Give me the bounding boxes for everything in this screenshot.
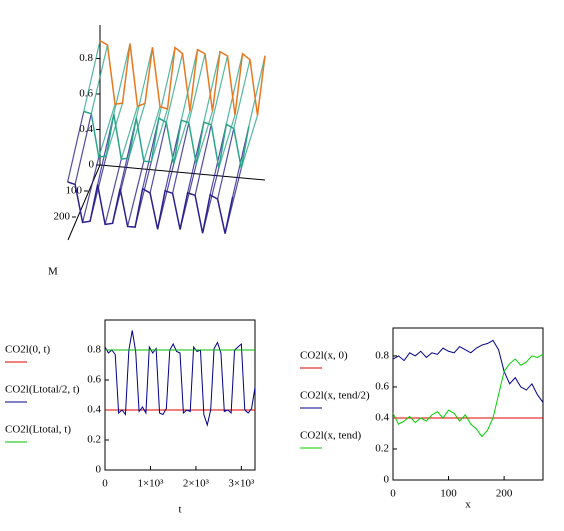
surface-mesh	[225, 53, 244, 125]
x-axis-label: t	[178, 504, 181, 516]
surface-mesh	[165, 53, 184, 123]
surface-row	[83, 110, 250, 169]
surface-mesh	[210, 55, 229, 125]
y-tick-label: 0.2	[87, 434, 101, 446]
legend-entry: CO2l(x, tend)	[300, 430, 361, 442]
surface-mesh	[149, 122, 167, 194]
surface-mesh	[98, 104, 116, 158]
surface-mesh	[240, 115, 259, 169]
legend-entry: CO2l(Ltotal/2, t)	[5, 384, 80, 396]
surface-mesh	[188, 53, 206, 123]
y-tick-label: 0	[96, 464, 102, 476]
surface-mesh	[172, 122, 190, 194]
surface-mesh	[248, 55, 266, 127]
x-tick-label: 1×10³	[137, 478, 164, 490]
series-line	[104, 330, 256, 427]
surface-row	[67, 181, 234, 234]
surface-mesh	[203, 51, 221, 123]
x-tick-label: 3×10³	[228, 478, 255, 490]
z-tick-label: 0.8	[79, 52, 93, 64]
legend-entry: CO2l(x, tend/2)	[300, 390, 370, 402]
y-tick-label: 0.4	[375, 411, 389, 423]
x-axis-label: x	[465, 499, 471, 511]
y-tick-label: 0.8	[375, 349, 389, 361]
series-line	[392, 339, 544, 403]
y-tick-label: 0.4	[87, 404, 101, 416]
surface-mesh	[120, 106, 139, 160]
legend-entry: CO2l(0, t)	[5, 344, 51, 356]
axis-3d-depth	[67, 164, 101, 241]
surface-mesh	[218, 114, 236, 169]
series-line	[392, 353, 544, 438]
surface-mesh	[105, 102, 124, 157]
surface-mesh	[173, 110, 191, 165]
surface-mesh	[217, 128, 235, 200]
x-tick-label: 0	[390, 488, 396, 500]
legend-entry: CO2l(Ltotal, t)	[5, 424, 71, 436]
depth-tick-label: 100	[66, 185, 83, 197]
surface-mesh	[150, 108, 169, 163]
surface-mesh	[113, 43, 131, 115]
surface-mesh	[128, 103, 146, 159]
x-tick-label: 2×10³	[183, 478, 210, 490]
surface-mesh	[127, 161, 145, 227]
legend-entry: CO2l(x, 0)	[300, 350, 348, 362]
x-tick-label: 200	[496, 488, 513, 500]
surface-mesh	[90, 44, 109, 114]
z-tick-label: 0.6	[79, 88, 93, 100]
plot-frame	[104, 319, 256, 471]
surface-mesh	[67, 111, 85, 183]
surface-mesh	[82, 156, 100, 223]
surface-label: M	[48, 266, 58, 278]
x-tick-label: 100	[440, 488, 457, 500]
y-tick-label: 0.2	[375, 443, 389, 455]
z-tick-label: 0.4	[79, 123, 93, 135]
surface-mesh	[143, 106, 161, 162]
surface-mesh	[104, 158, 122, 225]
surface-mesh	[195, 111, 214, 165]
surface-mesh	[180, 49, 199, 121]
surface-mesh	[233, 59, 251, 129]
surface-mesh	[74, 113, 92, 185]
depth-tick-label: 200	[54, 211, 71, 223]
depth-tick-label: 0	[89, 159, 95, 171]
surface-row	[99, 40, 266, 116]
surface-mesh	[83, 40, 101, 112]
surface-mesh	[194, 124, 212, 196]
y-tick-label: 0.6	[375, 380, 389, 392]
y-tick-label: 0.8	[87, 344, 101, 356]
y-tick-label: 0.6	[87, 374, 101, 386]
x-tick-label: 0	[102, 478, 108, 490]
plot-frame	[392, 327, 544, 481]
y-tick-label: 0	[384, 474, 390, 486]
